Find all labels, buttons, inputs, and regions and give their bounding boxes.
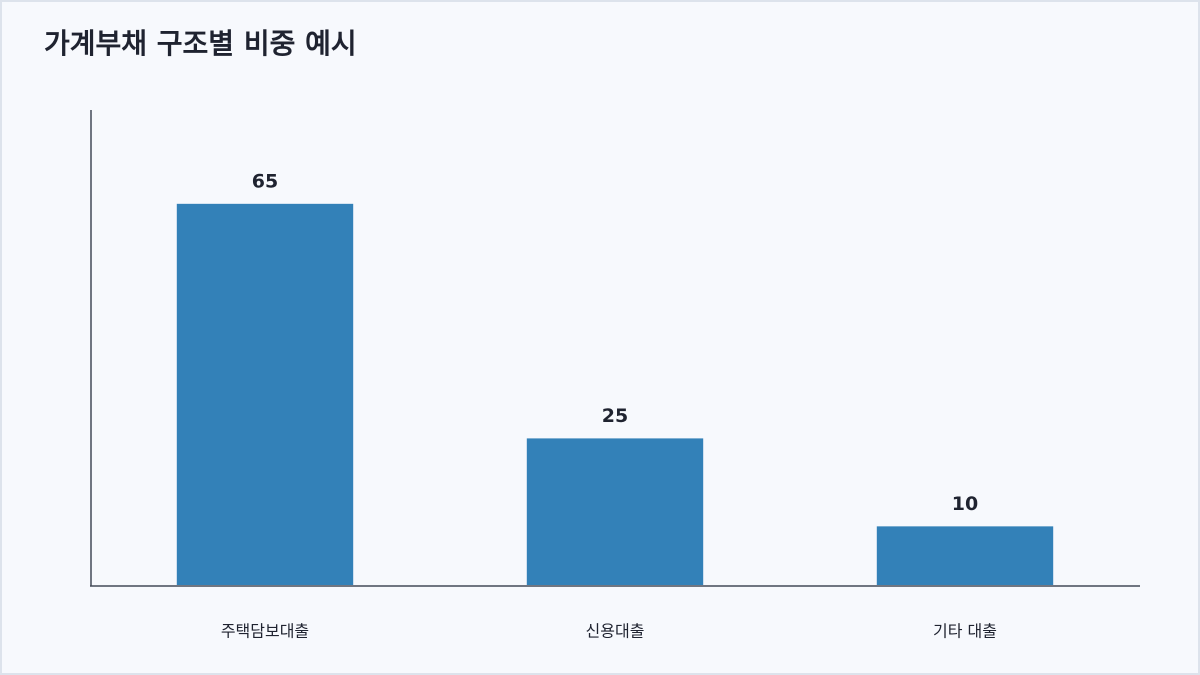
bar bbox=[176, 203, 354, 586]
value-label: 65 bbox=[252, 170, 278, 192]
x-tick-label: 기타 대출 bbox=[933, 622, 997, 641]
x-tick-label: 주택담보대출 bbox=[221, 622, 309, 641]
value-label: 10 bbox=[952, 493, 978, 515]
value-label: 25 bbox=[602, 405, 628, 427]
bar bbox=[526, 438, 704, 585]
chart-title: 가계부채 구조별 비중 예시 bbox=[44, 27, 357, 60]
bar bbox=[876, 526, 1054, 585]
x-tick-label: 신용대출 bbox=[586, 622, 645, 641]
